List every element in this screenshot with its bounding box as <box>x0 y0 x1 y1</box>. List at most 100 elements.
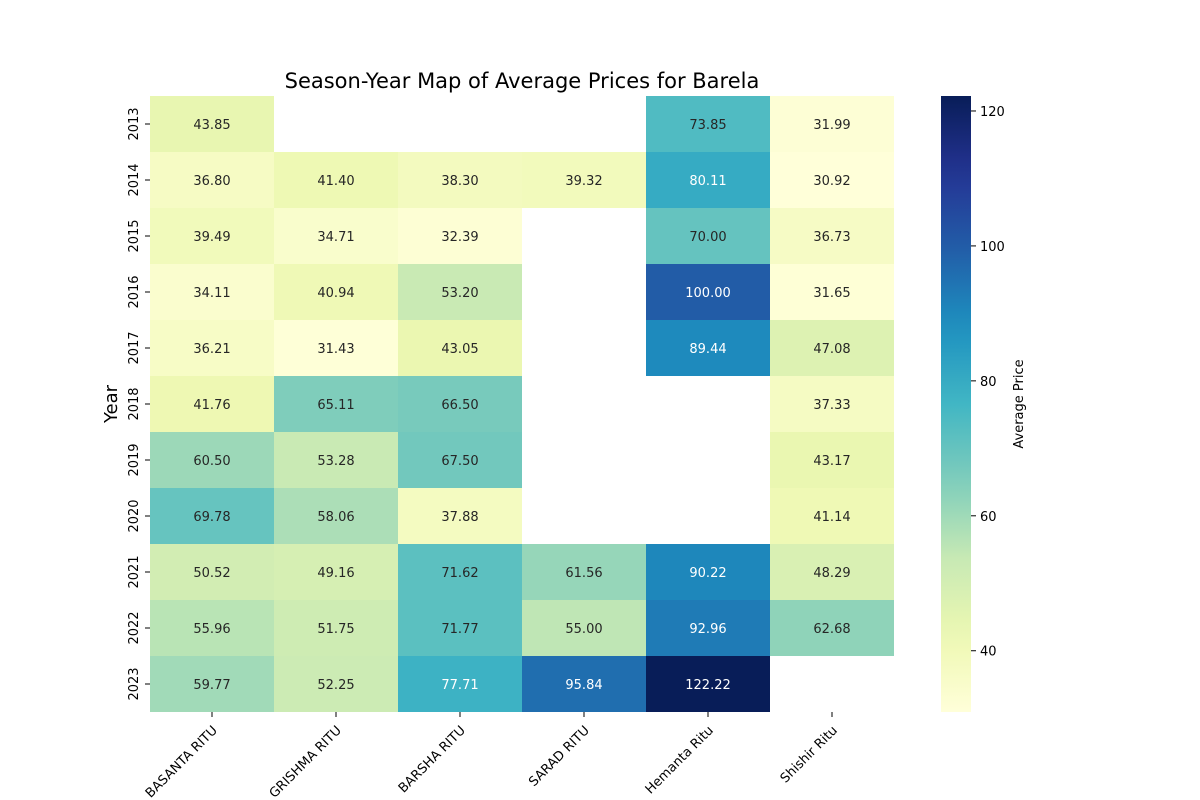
cell-value-label: 71.77 <box>441 622 478 637</box>
heatmap-cell <box>274 600 398 656</box>
heatmap-cell <box>770 376 894 432</box>
cell-value-label: 77.71 <box>441 678 478 693</box>
cell-value-label: 32.39 <box>441 230 478 245</box>
cell-value-label: 52.25 <box>317 678 354 693</box>
heatmap-cell <box>398 544 522 600</box>
heatmap-cell <box>274 376 398 432</box>
heatmap-cell <box>398 432 522 488</box>
y-tick-label: 2014 <box>127 163 142 196</box>
heatmap-cell <box>522 656 646 712</box>
cell-value-label: 61.56 <box>565 566 602 581</box>
y-tick-label: 2017 <box>127 331 142 364</box>
heatmap-cell <box>646 264 770 320</box>
y-tick-label: 2020 <box>127 499 142 532</box>
colorbar-tick-label: 100 <box>980 240 1005 255</box>
heatmap-cell <box>150 264 274 320</box>
cell-value-label: 43.05 <box>441 342 478 357</box>
cell-value-label: 51.75 <box>317 622 354 637</box>
cell-value-label: 48.29 <box>813 566 850 581</box>
cell-value-label: 47.08 <box>813 342 850 357</box>
colorbar-gradient <box>941 96 971 712</box>
cell-value-label: 55.96 <box>193 622 230 637</box>
heatmap-cell <box>398 376 522 432</box>
cell-value-label: 31.99 <box>813 118 850 133</box>
cell-value-label: 89.44 <box>689 342 726 357</box>
colorbar-tick-label: 40 <box>980 645 997 660</box>
cell-value-label: 43.17 <box>813 454 850 469</box>
cell-value-label: 60.50 <box>193 454 230 469</box>
heatmap-cell <box>274 656 398 712</box>
cell-value-label: 37.88 <box>441 510 478 525</box>
heatmap-cell <box>522 600 646 656</box>
heatmap-cell <box>150 152 274 208</box>
cell-value-label: 41.40 <box>317 174 354 189</box>
y-axis-ticks: 2013 2014 2015 2016 2017 2018 2019 2020 2021 2022… <box>127 107 150 701</box>
colorbar-tick-label: 60 <box>980 510 997 525</box>
heatmap-cell <box>150 208 274 264</box>
cell-value-label: 90.22 <box>689 566 726 581</box>
cell-value-label: 55.00 <box>565 622 602 637</box>
heatmap-cell <box>770 488 894 544</box>
heatmap-cell <box>398 152 522 208</box>
cell-value-label: 100.00 <box>685 286 731 301</box>
cell-value-label: 31.65 <box>813 286 850 301</box>
heatmap-cell <box>646 544 770 600</box>
heatmap-cell <box>770 432 894 488</box>
heatmap-cell <box>770 96 894 152</box>
heatmap-cells: 43.85 73.85 31.99 36.80 41.40 38.30 39.32 80.11… <box>150 96 894 712</box>
y-tick-label: 2022 <box>127 611 142 644</box>
heatmap-cell <box>646 600 770 656</box>
cell-value-label: 66.50 <box>441 398 478 413</box>
y-tick-label: 2016 <box>127 275 142 308</box>
x-tick-label: BARSHA RITU <box>396 723 469 796</box>
heatmap-cell <box>274 264 398 320</box>
heatmap-cell <box>274 432 398 488</box>
y-tick-label: 2015 <box>127 219 142 252</box>
cell-value-label: 41.76 <box>193 398 230 413</box>
cell-value-label: 67.50 <box>441 454 478 469</box>
y-tick-label: 2021 <box>127 555 142 588</box>
cell-value-label: 62.68 <box>813 622 850 637</box>
heatmap-cell <box>398 208 522 264</box>
heatmap-cell <box>522 152 646 208</box>
heatmap-cell <box>274 488 398 544</box>
chart-title: Season-Year Map of Average Prices for Ba… <box>285 69 760 93</box>
x-tick-label: Hemanta Ritu <box>643 723 717 797</box>
heatmap-cell <box>646 208 770 264</box>
y-axis-label: Year <box>101 384 122 424</box>
cell-value-label: 58.06 <box>317 510 354 525</box>
cell-value-label: 71.62 <box>441 566 478 581</box>
heatmap-cell <box>646 152 770 208</box>
cell-value-label: 34.71 <box>317 230 354 245</box>
heatmap-cell <box>770 320 894 376</box>
cell-value-label: 59.77 <box>193 678 230 693</box>
cell-value-label: 69.78 <box>193 510 230 525</box>
cell-value-label: 43.85 <box>193 118 230 133</box>
heatmap-cell <box>646 96 770 152</box>
heatmap-cell <box>150 376 274 432</box>
cell-value-label: 36.21 <box>193 342 230 357</box>
heatmap-cell <box>770 600 894 656</box>
cell-value-label: 49.16 <box>317 566 354 581</box>
heatmap-cell <box>150 600 274 656</box>
heatmap-cell <box>770 208 894 264</box>
x-axis-ticks: BASANTA RITU GRISHMA RITU BARSHA RITU SARAD… <box>143 712 841 800</box>
cell-value-label: 30.92 <box>813 174 850 189</box>
heatmap-cell <box>398 656 522 712</box>
x-tick-label: SARAD RITU <box>526 723 593 790</box>
heatmap-cell <box>274 544 398 600</box>
heatmap-cell <box>274 208 398 264</box>
cell-value-label: 36.80 <box>193 174 230 189</box>
heatmap-cell <box>150 96 274 152</box>
cell-value-label: 31.43 <box>317 342 354 357</box>
cell-value-label: 53.20 <box>441 286 478 301</box>
x-tick-label: GRISHMA RITU <box>267 723 345 800</box>
cell-value-label: 34.11 <box>193 286 230 301</box>
cell-value-label: 36.73 <box>813 230 850 245</box>
y-tick-label: 2019 <box>127 443 142 476</box>
heatmap-cell <box>646 656 770 712</box>
heatmap-cell <box>770 264 894 320</box>
heatmap-cell <box>522 544 646 600</box>
heatmap-cell <box>274 320 398 376</box>
